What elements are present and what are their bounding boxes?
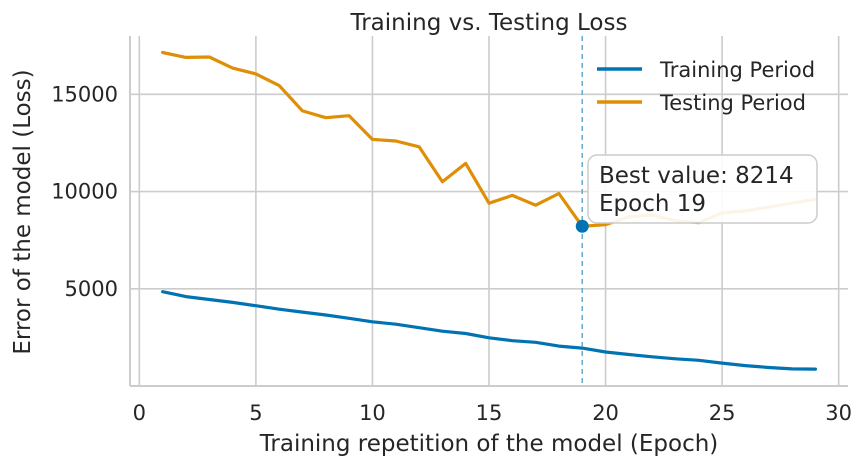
- x-tick-label: 30: [825, 401, 852, 425]
- legend-label-testing-period: Testing Period: [659, 91, 806, 115]
- annotation-best-value: Best value: 8214: [599, 163, 794, 189]
- y-tick-label: 15000: [51, 82, 118, 106]
- y-tick-label: 5000: [65, 277, 118, 301]
- y-axis-label: Error of the model (Loss): [10, 69, 36, 354]
- x-tick-label: 15: [476, 401, 503, 425]
- x-axis-label: Training repetition of the model (Epoch): [259, 431, 719, 457]
- chart-title: Training vs. Testing Loss: [350, 10, 628, 36]
- x-tick-labels: 0 5 10 15 20 25 30: [133, 401, 852, 425]
- legend-label-training-period: Training Period: [659, 58, 815, 82]
- y-tick-label: 10000: [51, 180, 118, 204]
- x-tick-label: 5: [249, 401, 262, 425]
- best-value-marker: [575, 219, 589, 233]
- series-line-training-period: [161, 290, 818, 371]
- legend: Training Period Testing Period: [597, 58, 815, 115]
- axis-spines: [129, 36, 848, 387]
- x-tick-label: 0: [133, 401, 146, 425]
- x-tick-label: 25: [709, 401, 736, 425]
- annotation-box: [587, 154, 818, 224]
- x-tick-label: 10: [359, 401, 386, 425]
- annotation-epoch: Epoch 19: [599, 191, 706, 217]
- x-tick-label: 20: [592, 401, 619, 425]
- y-tick-labels: 5000 10000 15000: [51, 82, 118, 300]
- best-marker-group: [575, 36, 589, 386]
